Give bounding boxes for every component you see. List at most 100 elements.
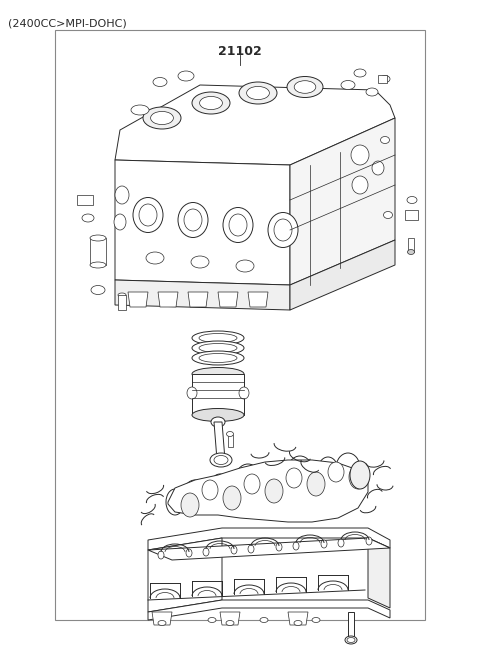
Ellipse shape	[90, 262, 106, 268]
Ellipse shape	[347, 637, 355, 643]
Ellipse shape	[231, 546, 237, 554]
Polygon shape	[248, 292, 268, 307]
Ellipse shape	[239, 82, 277, 104]
Polygon shape	[405, 210, 418, 220]
Ellipse shape	[156, 618, 164, 622]
Ellipse shape	[294, 81, 316, 93]
Ellipse shape	[226, 620, 234, 626]
Ellipse shape	[366, 88, 378, 96]
Ellipse shape	[294, 620, 302, 626]
Ellipse shape	[265, 462, 285, 488]
Text: (2400CC>MPI-DOHC): (2400CC>MPI-DOHC)	[8, 18, 127, 28]
Ellipse shape	[199, 343, 237, 352]
Ellipse shape	[229, 214, 247, 236]
Ellipse shape	[192, 92, 230, 114]
Polygon shape	[218, 292, 238, 307]
Ellipse shape	[184, 209, 202, 231]
Ellipse shape	[200, 96, 222, 109]
Ellipse shape	[153, 77, 167, 86]
Ellipse shape	[166, 489, 184, 515]
Polygon shape	[152, 612, 172, 625]
Ellipse shape	[90, 235, 106, 241]
Ellipse shape	[345, 636, 357, 644]
Polygon shape	[188, 292, 208, 307]
Polygon shape	[192, 374, 244, 415]
Polygon shape	[77, 195, 93, 205]
Ellipse shape	[341, 81, 355, 90]
Ellipse shape	[239, 387, 249, 399]
Ellipse shape	[349, 465, 367, 489]
Ellipse shape	[203, 548, 209, 556]
Ellipse shape	[178, 202, 208, 238]
Ellipse shape	[114, 214, 126, 230]
Ellipse shape	[336, 453, 360, 483]
Ellipse shape	[178, 71, 194, 81]
Ellipse shape	[350, 461, 370, 489]
Polygon shape	[368, 538, 390, 608]
Ellipse shape	[227, 432, 233, 436]
Ellipse shape	[214, 455, 228, 464]
Ellipse shape	[338, 539, 344, 547]
Ellipse shape	[131, 105, 149, 115]
Polygon shape	[148, 600, 390, 620]
Ellipse shape	[192, 341, 244, 355]
Ellipse shape	[139, 204, 157, 226]
Ellipse shape	[192, 367, 244, 381]
Ellipse shape	[351, 145, 369, 165]
Ellipse shape	[248, 545, 254, 553]
Ellipse shape	[208, 618, 216, 622]
Ellipse shape	[372, 161, 384, 175]
Ellipse shape	[199, 333, 237, 343]
Ellipse shape	[143, 107, 181, 129]
Ellipse shape	[312, 618, 320, 622]
Ellipse shape	[115, 186, 129, 204]
Ellipse shape	[211, 417, 225, 427]
Bar	[55, 30, 425, 620]
Polygon shape	[128, 292, 148, 307]
Ellipse shape	[82, 214, 94, 222]
Polygon shape	[118, 295, 126, 310]
Polygon shape	[115, 85, 395, 165]
Ellipse shape	[318, 457, 338, 483]
Ellipse shape	[407, 196, 417, 204]
Ellipse shape	[287, 456, 313, 488]
Polygon shape	[168, 460, 368, 522]
Ellipse shape	[236, 260, 254, 272]
Ellipse shape	[192, 351, 244, 365]
Ellipse shape	[287, 77, 323, 98]
Ellipse shape	[183, 480, 207, 510]
Ellipse shape	[235, 464, 261, 496]
Ellipse shape	[146, 252, 164, 264]
Polygon shape	[115, 280, 290, 310]
Bar	[378, 75, 387, 83]
Ellipse shape	[199, 354, 237, 362]
Ellipse shape	[276, 543, 282, 551]
Ellipse shape	[260, 618, 268, 622]
Ellipse shape	[408, 250, 415, 255]
Ellipse shape	[191, 256, 209, 268]
Ellipse shape	[286, 468, 302, 488]
Ellipse shape	[352, 176, 368, 194]
Polygon shape	[228, 435, 233, 447]
Polygon shape	[158, 292, 178, 307]
Polygon shape	[214, 422, 225, 460]
Ellipse shape	[321, 540, 327, 548]
Text: 21102: 21102	[218, 45, 262, 58]
Ellipse shape	[158, 620, 166, 626]
Ellipse shape	[223, 208, 253, 242]
Polygon shape	[115, 160, 290, 285]
Ellipse shape	[265, 479, 283, 503]
Ellipse shape	[307, 472, 325, 496]
Ellipse shape	[247, 86, 269, 100]
Ellipse shape	[202, 480, 218, 500]
Polygon shape	[290, 118, 395, 285]
Ellipse shape	[293, 542, 299, 550]
Ellipse shape	[192, 409, 244, 422]
Polygon shape	[348, 612, 354, 638]
Ellipse shape	[223, 486, 241, 510]
Ellipse shape	[133, 198, 163, 233]
Ellipse shape	[118, 293, 126, 297]
Ellipse shape	[186, 549, 192, 557]
Polygon shape	[408, 238, 414, 252]
Ellipse shape	[381, 136, 389, 143]
